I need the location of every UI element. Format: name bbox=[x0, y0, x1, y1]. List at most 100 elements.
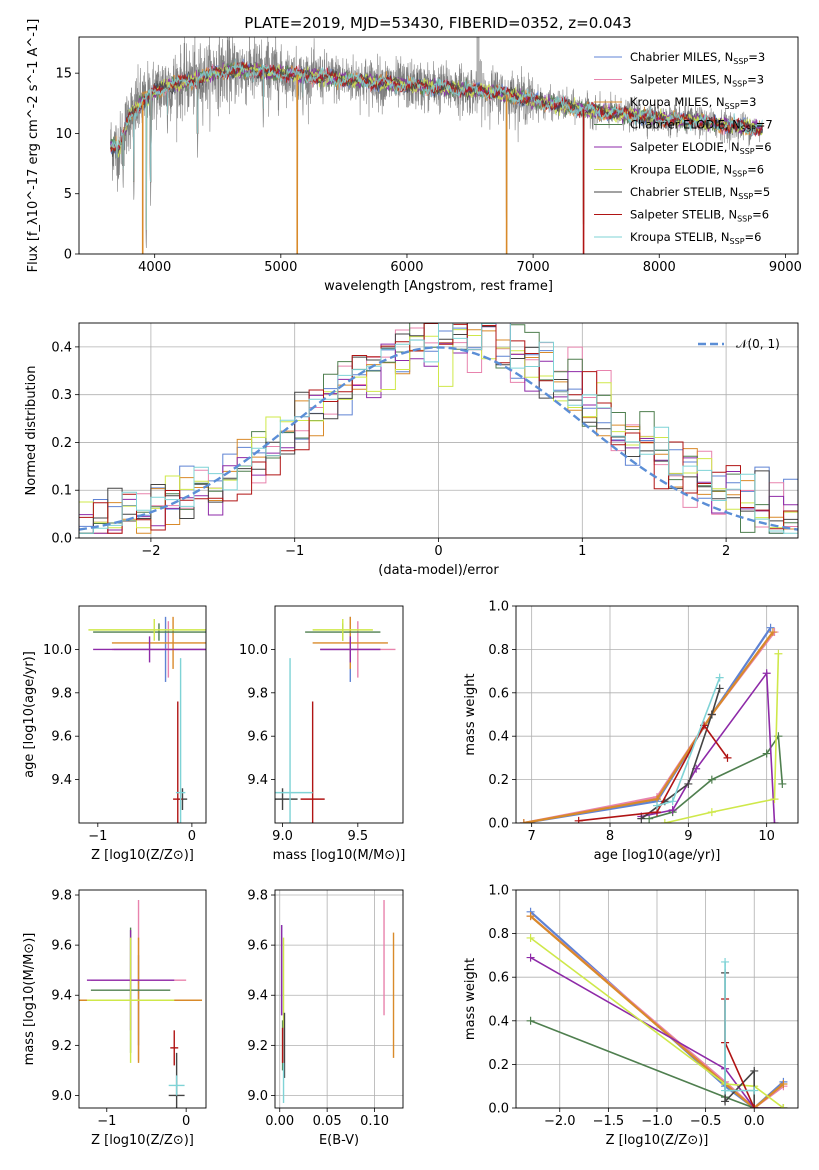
axes-frame bbox=[78, 889, 207, 1109]
y-tick-label: 0.1 bbox=[51, 484, 72, 499]
legend-subscript: SSP bbox=[725, 102, 740, 111]
panel-weight-vs-age: 7 8 9 10 0.0 0.2 0.4 0.6 0.8 1.0 age [log10(age/yr… bbox=[463, 600, 799, 863]
x-tick-label: 0.10 bbox=[360, 1114, 389, 1129]
y-tick-label: 9.6 bbox=[247, 730, 268, 745]
panel-age-vs-mass: 9.0 9.5 9.4 9.6 9.8 10.0 mass [log10(M/M⊙)] bbox=[239, 605, 405, 863]
point-marker bbox=[526, 912, 535, 921]
histogram-8 bbox=[79, 323, 798, 538]
legend-label: Kroupa ELODIE, NSSP=6 bbox=[630, 163, 764, 179]
y-tick-label: 9.6 bbox=[51, 730, 72, 745]
legend-label: Salpeter STELIB, NSSP=6 bbox=[630, 208, 769, 224]
weight-line-3 bbox=[530, 1020, 784, 1108]
y-tick-label: 0.8 bbox=[488, 927, 509, 942]
y-tick-label: 9.4 bbox=[51, 989, 72, 1004]
point-marker bbox=[779, 1104, 788, 1108]
legend-tail: =3 bbox=[748, 50, 765, 64]
plot-area bbox=[79, 323, 798, 538]
y-tick-label: 15 bbox=[55, 67, 72, 82]
weight-line-4 bbox=[641, 671, 776, 823]
point-marker bbox=[519, 819, 528, 823]
y-tick-label: 0.4 bbox=[51, 340, 72, 355]
point-marker bbox=[707, 710, 716, 719]
plot-area bbox=[88, 616, 206, 823]
point-marker bbox=[668, 805, 677, 814]
legend-label: 𝒩(0, 1) bbox=[736, 337, 780, 351]
point-marker bbox=[721, 1086, 730, 1095]
y-axis-label: Flux [f_λ10^-17 erg cm^-2 s^-1 A^-1] bbox=[26, 19, 41, 273]
x-tick-label: 8000 bbox=[643, 260, 676, 275]
legend-tail: =5 bbox=[753, 185, 770, 199]
y-tick-label: 0.4 bbox=[488, 1014, 509, 1029]
point-marker bbox=[774, 649, 783, 658]
legend-label: Salpeter ELODIE, NSSP=6 bbox=[630, 140, 772, 156]
y-tick-label: 0.6 bbox=[488, 971, 509, 986]
legend-subscript: SSP bbox=[740, 147, 755, 156]
point-marker bbox=[766, 623, 775, 632]
point-marker bbox=[653, 801, 661, 810]
y-tick-label: 0.2 bbox=[488, 1058, 509, 1073]
axes-frame bbox=[274, 889, 404, 1109]
y-tick-label: 1.0 bbox=[488, 600, 509, 615]
x-tick-label: −2 bbox=[141, 544, 160, 559]
figure-title: PLATE=2019, MJD=53430, FIBERID=0352, z=0… bbox=[244, 14, 631, 32]
weight-line-1 bbox=[523, 631, 776, 823]
x-tick-label: 7 bbox=[528, 829, 536, 844]
plot-area bbox=[519, 623, 787, 823]
y-tick-label: 9.0 bbox=[51, 1089, 72, 1104]
legend-subscript: SSP bbox=[737, 215, 752, 224]
legend-tail: =3 bbox=[740, 95, 757, 109]
panel-residual-hist: −2 −1 0 1 2 0.0 0.1 0.2 0.3 0.4 (data-model)/error… bbox=[24, 322, 799, 578]
legend-label: Kroupa STELIB, NSSP=6 bbox=[630, 230, 761, 246]
y-tick-label: 10 bbox=[55, 127, 72, 142]
point-marker bbox=[637, 814, 646, 823]
legend-subscript: SSP bbox=[741, 125, 756, 134]
plot-area bbox=[280, 900, 395, 1103]
point-marker bbox=[645, 814, 654, 823]
x-tick-label: 4000 bbox=[138, 260, 171, 275]
point-marker bbox=[715, 684, 724, 693]
x-tick-label: 1 bbox=[578, 544, 586, 559]
legend-tail: =6 bbox=[752, 208, 769, 222]
x-axis-label: E(B-V) bbox=[319, 1133, 359, 1148]
y-tick-label: 0.2 bbox=[51, 436, 72, 451]
x-tick-label: −1 bbox=[88, 829, 107, 844]
y-tick-label: 0.6 bbox=[488, 686, 509, 701]
legend-subscript: SSP bbox=[738, 192, 753, 201]
point-marker bbox=[721, 1097, 730, 1106]
panel-mass-vs-z: −1 0 9.0 9.2 9.4 9.6 9.8 Z [log10(Z/Z⊙)] mass [l… bbox=[22, 889, 207, 1148]
observed-spectrum bbox=[110, 37, 763, 249]
axes-frame bbox=[274, 605, 404, 824]
point-marker bbox=[770, 819, 779, 823]
weight-line-3 bbox=[648, 733, 784, 820]
x-tick-label: 6000 bbox=[390, 260, 423, 275]
x-tick-label: 0 bbox=[188, 829, 196, 844]
y-tick-label: 10.0 bbox=[239, 643, 268, 658]
axes-frame bbox=[515, 605, 799, 824]
legend-tail: =6 bbox=[755, 140, 772, 154]
weight-line-2 bbox=[523, 631, 774, 823]
legend-subscript: SSP bbox=[730, 237, 745, 246]
panel-weight-vs-z: −2.0 −1.5 −1.0 −0.5 0.0 0.0 0.2 0.4 0.6 0.8 1.0 Z [… bbox=[463, 884, 799, 1148]
y-axis-label: age [log10(age/yr)] bbox=[22, 651, 37, 778]
y-tick-label: 0.0 bbox=[488, 817, 509, 832]
legend-tail: =7 bbox=[756, 118, 773, 132]
y-axis-label: Normed distribution bbox=[24, 366, 39, 496]
y-tick-label: 1.0 bbox=[488, 884, 509, 899]
weight-line-4 bbox=[530, 956, 784, 1108]
point-marker bbox=[750, 1066, 759, 1075]
y-tick-label: 9.0 bbox=[247, 1089, 268, 1104]
y-tick-label: 0.4 bbox=[488, 730, 509, 745]
y-tick-label: 9.6 bbox=[51, 939, 72, 954]
y-tick-label: 0 bbox=[64, 248, 72, 263]
x-tick-label: 9000 bbox=[769, 260, 802, 275]
y-tick-label: 9.2 bbox=[247, 1039, 268, 1054]
legend-subscript: SSP bbox=[733, 57, 748, 66]
y-tick-label: 9.8 bbox=[51, 686, 72, 701]
x-tick-label: 5000 bbox=[264, 260, 297, 275]
panel-age-vs-z: −1 0 9.4 9.6 9.8 10.0 Z [log10(Z/Z⊙)] age [log1… bbox=[22, 605, 207, 863]
legend-label: Kroupa MILES, NSSP=3 bbox=[630, 95, 756, 111]
y-tick-label: 9.8 bbox=[247, 686, 268, 701]
point-marker bbox=[750, 1086, 759, 1095]
point-marker bbox=[715, 673, 724, 682]
legend-label: Chabrier STELIB, NSSP=5 bbox=[630, 185, 770, 201]
